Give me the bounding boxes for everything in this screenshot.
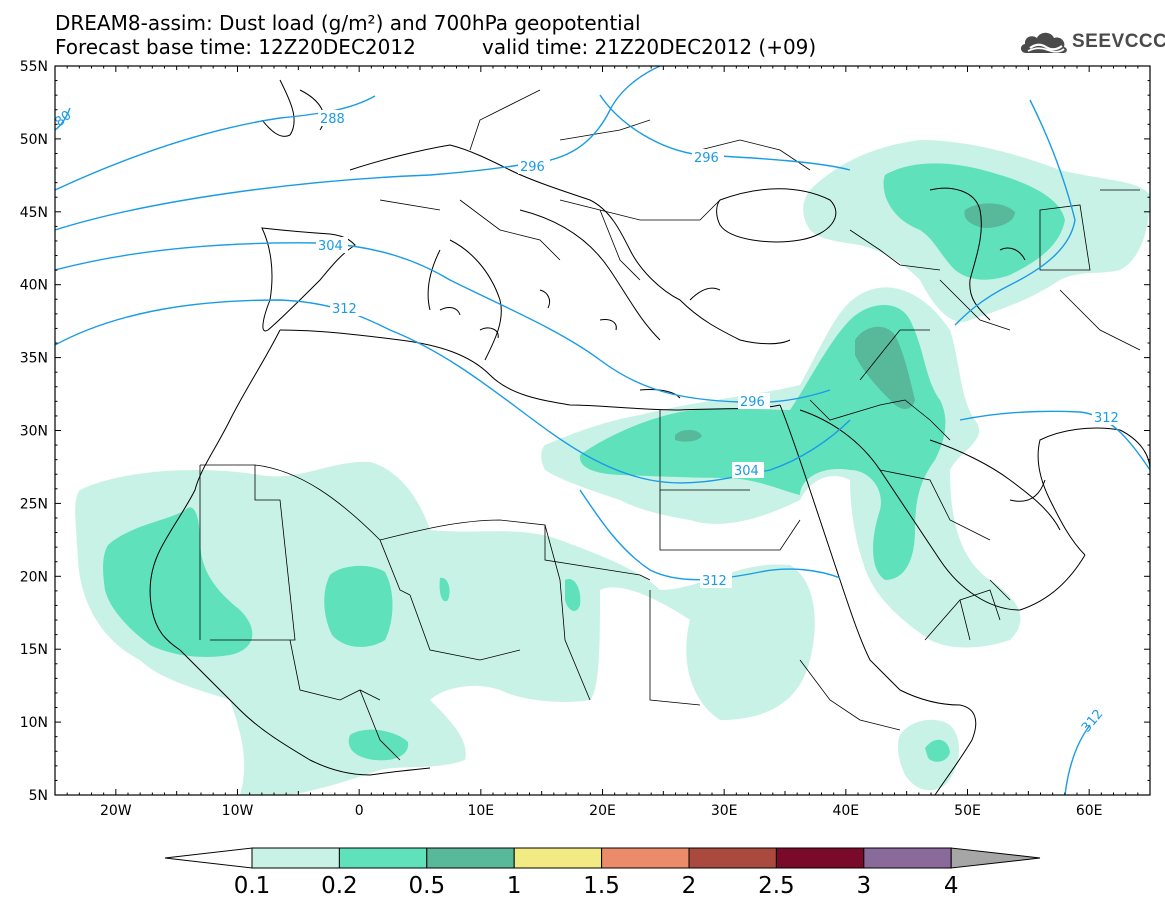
colorbar-cell bbox=[775, 847, 865, 869]
lat-label: 10N bbox=[20, 715, 48, 731]
contour-labels: 288 296 296 296 304 304 312 312 312 312 … bbox=[52, 108, 1124, 735]
colorbar-label: 4 bbox=[944, 873, 959, 899]
lat-label: 40N bbox=[20, 278, 48, 294]
dust-shading bbox=[75, 140, 1150, 795]
contour-label-312: 312 bbox=[1094, 411, 1119, 426]
axis-ticks bbox=[54, 65, 1151, 796]
lon-label: 10E bbox=[467, 803, 494, 819]
colorbar-cell bbox=[426, 847, 515, 869]
contour-label-304: 304 bbox=[318, 239, 343, 254]
lon-label: 50E bbox=[954, 803, 981, 819]
lat-label: 45N bbox=[20, 205, 48, 221]
colorbar-cell bbox=[251, 847, 340, 869]
lat-label: 35N bbox=[20, 351, 48, 367]
contour-label-312: 312 bbox=[702, 574, 727, 589]
colorbar-cell bbox=[601, 847, 690, 869]
lon-label: 10W bbox=[222, 803, 254, 819]
colorbar-labels: 0.1 0.2 0.5 1 1.5 2 2.5 3 4 bbox=[234, 873, 959, 899]
contour-label-288: 288 bbox=[320, 112, 345, 127]
lat-label: 5N bbox=[29, 788, 48, 804]
cloud-icon bbox=[1020, 32, 1067, 53]
contour-label-296: 296 bbox=[694, 151, 719, 166]
lat-label: 20N bbox=[20, 569, 48, 585]
lat-label: 55N bbox=[20, 59, 48, 75]
colorbar-label: 2.5 bbox=[758, 873, 795, 899]
colorbar-label: 0.1 bbox=[234, 873, 271, 899]
lon-label: 20W bbox=[100, 803, 132, 819]
colorbar-label: 2 bbox=[682, 873, 697, 899]
lat-label: 50N bbox=[20, 132, 48, 148]
lon-label: 20E bbox=[589, 803, 616, 819]
colorbar-cell bbox=[863, 847, 952, 869]
colorbar-label: 0.2 bbox=[321, 873, 358, 899]
contour-label-304: 304 bbox=[734, 464, 759, 479]
logo-text: SEEVCCC bbox=[1072, 31, 1165, 52]
contour-label-312: 312 bbox=[332, 302, 357, 317]
base-time: Forecast base time: 12Z20DEC2012 bbox=[55, 35, 416, 59]
lat-label: 15N bbox=[20, 642, 48, 658]
latitude-labels: 55N 50N 45N 40N 35N 30N 25N 20N 15N 10N 5N bbox=[20, 59, 48, 804]
map-title: DREAM8-assim: Dust load (g/m²) and 700hP… bbox=[55, 11, 641, 35]
lon-label: 60E bbox=[1076, 803, 1103, 819]
colorbar-cells bbox=[164, 847, 1041, 869]
coastlines bbox=[149, 79, 1150, 795]
lat-label: 25N bbox=[20, 496, 48, 512]
longitude-labels: 20W 10W 0 10E 20E 30E 40E 50E 60E bbox=[100, 803, 1103, 819]
colorbar-label: 1 bbox=[507, 873, 522, 899]
colorbar-cell bbox=[688, 847, 777, 869]
colorbar-cell bbox=[513, 847, 603, 869]
colorbar-low-arrow bbox=[164, 847, 253, 869]
lon-label: 30E bbox=[711, 803, 738, 819]
borders bbox=[199, 89, 1141, 761]
lon-label: 40E bbox=[832, 803, 859, 819]
colorbar-cell bbox=[338, 847, 428, 869]
contour-label-296: 296 bbox=[520, 160, 545, 175]
colorbar-label: 0.5 bbox=[409, 873, 446, 899]
lat-label: 30N bbox=[20, 424, 48, 440]
lon-label: 0 bbox=[355, 803, 364, 819]
colorbar-high-arrow bbox=[950, 847, 1041, 869]
colorbar-label: 1.5 bbox=[583, 873, 620, 899]
colorbar-label: 3 bbox=[856, 873, 871, 899]
seevccc-logo: SEEVCCC bbox=[1018, 27, 1165, 57]
forecast-times: Forecast base time: 12Z20DEC2012 valid ti… bbox=[55, 35, 816, 59]
valid-time: valid time: 21Z20DEC2012 (+09) bbox=[482, 35, 817, 59]
contour-label-296: 296 bbox=[740, 395, 765, 410]
